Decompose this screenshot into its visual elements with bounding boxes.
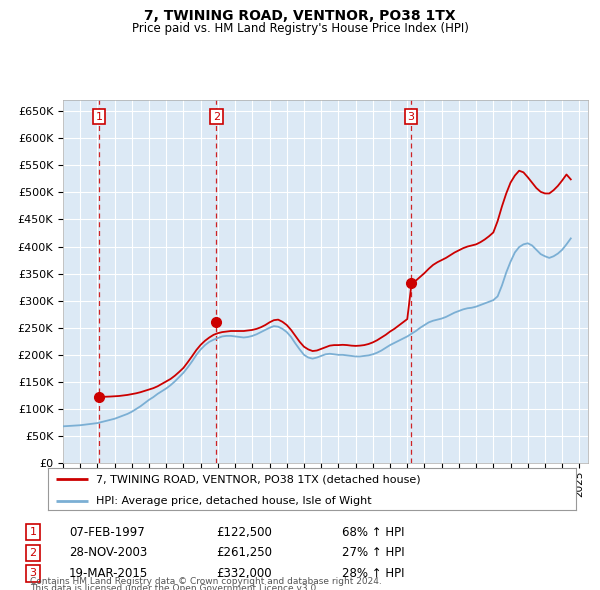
Text: 7, TWINING ROAD, VENTNOR, PO38 1TX (detached house): 7, TWINING ROAD, VENTNOR, PO38 1TX (deta… bbox=[95, 474, 420, 484]
Text: 7, TWINING ROAD, VENTNOR, PO38 1TX: 7, TWINING ROAD, VENTNOR, PO38 1TX bbox=[144, 9, 456, 24]
Text: £122,500: £122,500 bbox=[216, 526, 272, 539]
Text: Contains HM Land Registry data © Crown copyright and database right 2024.: Contains HM Land Registry data © Crown c… bbox=[30, 577, 382, 586]
Text: This data is licensed under the Open Government Licence v3.0.: This data is licensed under the Open Gov… bbox=[30, 584, 319, 590]
Text: 1: 1 bbox=[95, 112, 103, 122]
Text: 68% ↑ HPI: 68% ↑ HPI bbox=[342, 526, 404, 539]
Text: £332,000: £332,000 bbox=[216, 567, 272, 580]
Text: 1: 1 bbox=[29, 527, 37, 537]
Text: 19-MAR-2015: 19-MAR-2015 bbox=[69, 567, 148, 580]
Text: Price paid vs. HM Land Registry's House Price Index (HPI): Price paid vs. HM Land Registry's House … bbox=[131, 22, 469, 35]
Text: 2: 2 bbox=[29, 548, 37, 558]
Text: 3: 3 bbox=[407, 112, 415, 122]
Text: 28-NOV-2003: 28-NOV-2003 bbox=[69, 546, 147, 559]
Text: 07-FEB-1997: 07-FEB-1997 bbox=[69, 526, 145, 539]
Text: HPI: Average price, detached house, Isle of Wight: HPI: Average price, detached house, Isle… bbox=[95, 496, 371, 506]
Text: 27% ↑ HPI: 27% ↑ HPI bbox=[342, 546, 404, 559]
Text: 28% ↑ HPI: 28% ↑ HPI bbox=[342, 567, 404, 580]
Text: £261,250: £261,250 bbox=[216, 546, 272, 559]
Text: 3: 3 bbox=[29, 569, 37, 578]
Text: 2: 2 bbox=[212, 112, 220, 122]
